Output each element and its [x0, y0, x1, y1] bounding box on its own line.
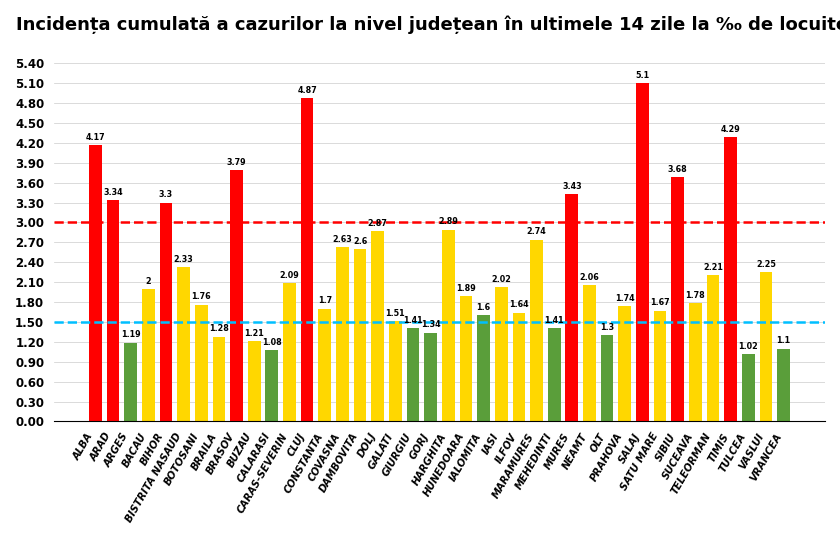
Bar — [107, 200, 119, 421]
Bar — [459, 296, 472, 421]
Text: 2: 2 — [145, 277, 151, 286]
Bar — [583, 285, 596, 421]
Bar — [759, 272, 772, 421]
Bar — [424, 333, 437, 421]
Text: 1.19: 1.19 — [121, 330, 140, 339]
Text: 2.74: 2.74 — [527, 227, 546, 237]
Bar — [265, 350, 278, 421]
Text: 2.21: 2.21 — [703, 262, 723, 272]
Text: 2.87: 2.87 — [368, 219, 387, 228]
Bar — [407, 328, 419, 421]
Text: 3.68: 3.68 — [668, 165, 688, 174]
Text: 2.33: 2.33 — [174, 254, 193, 264]
Bar — [336, 247, 349, 421]
Bar — [530, 240, 543, 421]
Text: 1.41: 1.41 — [544, 316, 564, 324]
Bar — [389, 321, 402, 421]
Bar — [301, 99, 313, 421]
Bar — [724, 137, 737, 421]
Text: 1.08: 1.08 — [262, 337, 281, 347]
Bar — [213, 336, 225, 421]
Bar — [248, 341, 260, 421]
Text: 2.89: 2.89 — [438, 217, 459, 226]
Text: 1.78: 1.78 — [685, 291, 706, 300]
Text: 1.02: 1.02 — [738, 342, 759, 350]
Text: 1.21: 1.21 — [244, 329, 264, 338]
Bar — [565, 194, 578, 421]
Bar — [654, 310, 666, 421]
Bar — [142, 289, 155, 421]
Bar — [618, 306, 631, 421]
Bar — [477, 315, 490, 421]
Bar — [230, 170, 243, 421]
Text: 1.51: 1.51 — [386, 309, 405, 318]
Text: 1.64: 1.64 — [509, 300, 528, 309]
Bar — [601, 335, 613, 421]
Bar — [548, 328, 560, 421]
Bar — [512, 313, 525, 421]
Text: 1.41: 1.41 — [403, 316, 423, 324]
Bar — [354, 249, 366, 421]
Bar — [160, 203, 172, 421]
Bar — [495, 287, 507, 421]
Text: 3.43: 3.43 — [562, 182, 581, 191]
Text: 3.34: 3.34 — [103, 188, 123, 197]
Bar — [318, 309, 331, 421]
Text: 4.87: 4.87 — [297, 86, 317, 95]
Bar — [636, 83, 648, 421]
Title: Incidența cumulată a cazurilor la nivel județean în ultimele 14 zile la ‰ de loc: Incidența cumulată a cazurilor la nivel … — [16, 15, 840, 33]
Bar — [671, 177, 684, 421]
Text: 1.67: 1.67 — [650, 299, 669, 307]
Text: 2.63: 2.63 — [333, 234, 352, 244]
Bar — [177, 267, 190, 421]
Text: 1.89: 1.89 — [456, 284, 475, 293]
Text: 3.3: 3.3 — [159, 190, 173, 199]
Text: 1.7: 1.7 — [318, 296, 332, 306]
Text: 5.1: 5.1 — [635, 71, 649, 80]
Text: 2.06: 2.06 — [580, 273, 600, 281]
Text: 1.34: 1.34 — [421, 320, 440, 329]
Bar — [283, 283, 296, 421]
Text: 4.29: 4.29 — [721, 125, 741, 134]
Bar — [442, 230, 454, 421]
Bar — [124, 343, 137, 421]
Bar — [371, 231, 384, 421]
Text: 4.17: 4.17 — [86, 133, 105, 142]
Text: 2.6: 2.6 — [353, 237, 367, 246]
Bar — [742, 354, 754, 421]
Text: 2.02: 2.02 — [491, 275, 512, 284]
Text: 2.09: 2.09 — [280, 271, 299, 280]
Text: 2.25: 2.25 — [756, 260, 776, 269]
Text: 1.3: 1.3 — [600, 323, 614, 332]
Text: 1.1: 1.1 — [776, 336, 790, 345]
Text: 3.79: 3.79 — [227, 158, 246, 167]
Text: 1.6: 1.6 — [476, 303, 491, 312]
Bar — [706, 275, 719, 421]
Text: 1.74: 1.74 — [615, 294, 634, 303]
Bar — [89, 145, 102, 421]
Bar — [689, 303, 701, 421]
Bar — [195, 305, 207, 421]
Text: 1.28: 1.28 — [209, 324, 228, 333]
Text: 1.76: 1.76 — [192, 293, 211, 301]
Bar — [777, 349, 790, 421]
